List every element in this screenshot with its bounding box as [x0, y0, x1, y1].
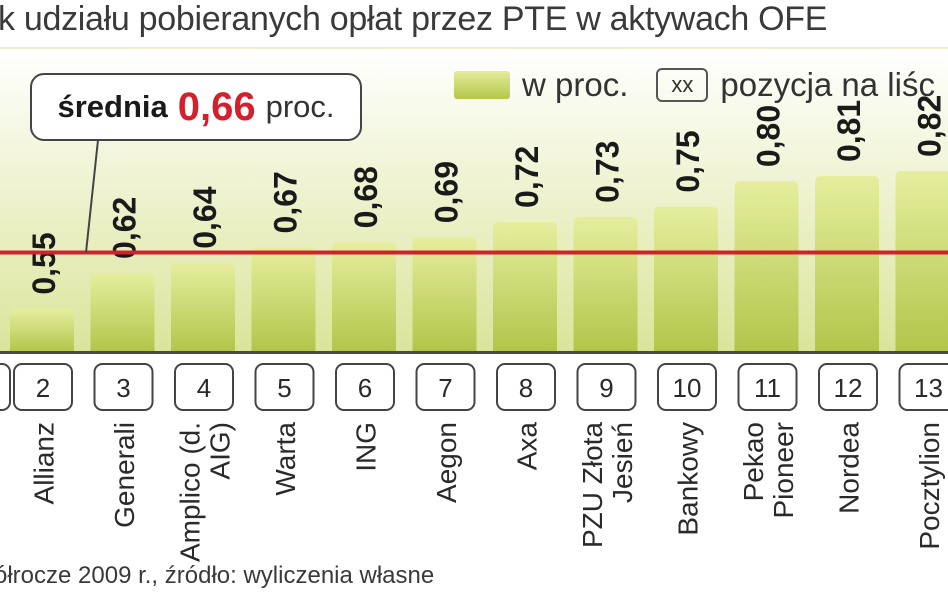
bar	[573, 216, 638, 352]
position-number: 8	[519, 373, 533, 403]
category-label: Axa	[512, 422, 543, 471]
bar-value-label: 0,80	[751, 105, 787, 167]
position-box	[657, 363, 717, 411]
average-unit: proc.	[265, 89, 335, 124]
bar-value-label: 0,64	[187, 186, 223, 248]
category-label-line: Nordea	[834, 422, 865, 514]
position-number: 3	[116, 373, 130, 403]
category-label-line: Pocztylion	[914, 422, 945, 550]
footnote: ółrocze 2009 r., źródło: wyliczenia włas…	[0, 562, 435, 589]
category-label-line: Aegon	[431, 422, 462, 503]
average-callout: średnia 0,66 proc.	[30, 73, 362, 141]
average-label: średnia	[57, 89, 168, 124]
category-label: Allianz	[29, 422, 60, 504]
position-box	[576, 363, 637, 411]
bar	[734, 181, 799, 352]
category-label: Warta	[270, 422, 301, 496]
bar	[10, 308, 74, 352]
category-label-line: Pekao	[738, 422, 769, 501]
category-label: PZU Złota Jesień	[577, 422, 638, 548]
position-box	[898, 363, 948, 411]
category-label-line: AIG)	[205, 422, 236, 480]
position-box	[93, 363, 154, 411]
position-number: 9	[599, 373, 613, 403]
legend-position-box: xx	[656, 68, 709, 102]
bar-value-label: 0,73	[590, 141, 626, 203]
position-box	[737, 363, 798, 411]
category-label-line: Generali	[109, 422, 140, 528]
bar	[654, 206, 718, 352]
bar-value-label: 0,62	[107, 197, 143, 259]
category-label: Pocztylion	[914, 422, 945, 550]
position-number: 7	[438, 373, 452, 403]
bar	[251, 247, 316, 352]
position-number: 13	[914, 373, 943, 403]
category-label-line: Warta	[270, 422, 301, 496]
legend: w proc. xx pozycja na liśc	[454, 66, 935, 104]
legend-swatch	[454, 71, 510, 99]
bar-value-label: 0,55	[26, 232, 62, 294]
position-box	[254, 363, 315, 411]
position-box	[496, 363, 556, 411]
position-box	[818, 363, 878, 411]
position-number: 5	[277, 373, 291, 403]
category-label-line: Allianz	[29, 422, 60, 504]
axis-band	[0, 351, 948, 354]
category-label-line: Jesień	[607, 422, 638, 503]
bar	[815, 176, 879, 352]
position-number: 11	[754, 373, 781, 403]
category-label: Amplico (d. AIG)	[175, 422, 236, 562]
category-label: Bankowy	[673, 422, 704, 536]
bar	[895, 170, 948, 352]
bar	[90, 272, 155, 352]
category-label-line: Pioneer	[768, 422, 799, 519]
category-label: Generali	[109, 422, 140, 528]
category-label: ING	[351, 422, 382, 472]
category-label: Nordea	[834, 422, 865, 514]
position-number: 6	[358, 373, 372, 403]
position-box	[174, 363, 234, 411]
category-label-line: Axa	[512, 422, 543, 471]
bar-value-label: 0,82	[912, 95, 948, 157]
bar	[493, 221, 557, 352]
category-label-line: PZU Złota	[577, 422, 608, 548]
chart-title: k udziału pobieranych opłat przez PTE w …	[0, 0, 828, 38]
position-number: 4	[197, 373, 211, 403]
position-number: 2	[36, 373, 50, 403]
legend-bar-label: w proc.	[522, 66, 629, 103]
position-number: 12	[834, 373, 863, 403]
position-box	[13, 363, 73, 411]
bar-value-label: 0,81	[831, 100, 867, 162]
position-box	[335, 363, 395, 411]
average-pointer	[85, 139, 99, 253]
category-label-line: Amplico (d.	[175, 422, 206, 562]
legend-position-label: pozycja na liśc	[720, 66, 935, 103]
bar-value-label: 0,68	[348, 166, 384, 228]
category-label-line: Bankowy	[673, 422, 704, 536]
average-value: 0,66	[177, 84, 256, 129]
position-box-cropped	[0, 363, 11, 411]
bar	[171, 262, 235, 352]
position-number: 10	[673, 373, 702, 403]
category-label-line: ING	[351, 422, 382, 472]
bar-value-label: 0,69	[429, 161, 465, 223]
bar-value-label: 0,72	[509, 146, 545, 208]
bar-value-label: 0,75	[670, 130, 706, 192]
category-label: Pekao Pioneer	[738, 422, 799, 519]
category-label: Aegon	[431, 422, 462, 503]
bar	[332, 242, 396, 352]
bar	[412, 237, 477, 352]
bar-value-label: 0,67	[268, 171, 304, 233]
position-box	[415, 363, 476, 411]
